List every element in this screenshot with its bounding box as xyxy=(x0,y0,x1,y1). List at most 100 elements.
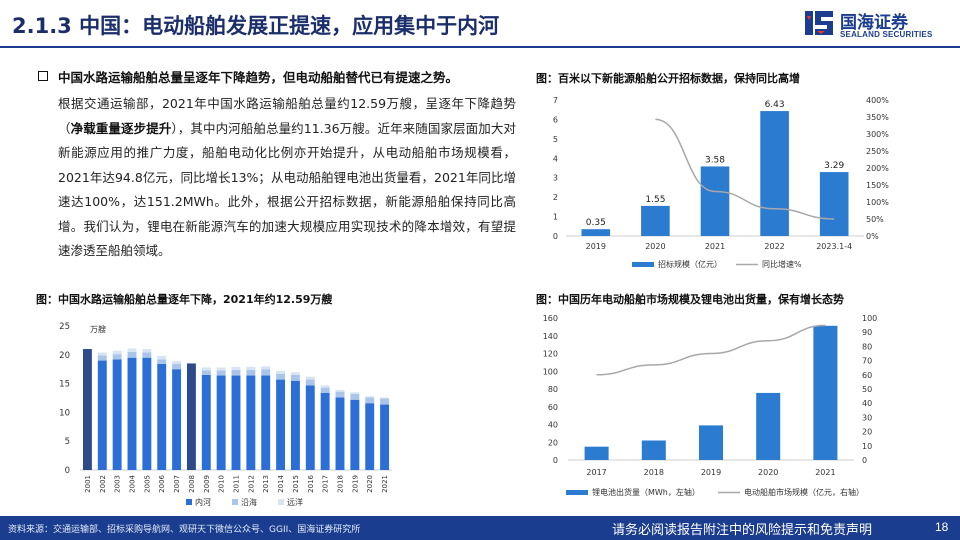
y-tick-label: 2 xyxy=(553,193,558,202)
x-tick-label: 2009 xyxy=(203,475,211,493)
logo-text-en: SEALAND SECURITIES xyxy=(840,30,933,39)
x-tick-label: 2020 xyxy=(366,475,374,493)
page-title: 2.1.3 中国：电动船舶发展正提速，应用集中于内河 xyxy=(12,14,500,38)
legend-label-bars: 锂电池出货量（MWh，左轴） xyxy=(592,487,700,497)
bar-segment xyxy=(127,351,137,358)
sealand-logo-icon xyxy=(805,11,833,35)
bar xyxy=(700,166,730,236)
bar-segment xyxy=(261,369,271,376)
bar-segment xyxy=(142,352,152,358)
bar xyxy=(641,205,670,236)
body-text-bold: 净载重量逐步提升 xyxy=(70,120,172,136)
x-tick-label: 2019 xyxy=(351,475,359,493)
bar-segment xyxy=(276,379,286,470)
market-size-line xyxy=(596,324,826,376)
y-tick-label: 25 xyxy=(59,322,70,332)
x-tick-label: 2020 xyxy=(758,468,778,477)
bar-segment xyxy=(320,385,330,388)
data-label: 3.58 xyxy=(705,155,725,165)
legend-swatch xyxy=(232,499,238,505)
page-number: 18 xyxy=(935,520,949,534)
x-tick-label: 2015 xyxy=(292,475,300,493)
bar xyxy=(584,446,609,460)
bar-segment xyxy=(97,360,107,470)
logo-text-cn: 国海证券 xyxy=(840,13,908,33)
y2-tick-label: 150% xyxy=(866,181,889,190)
y2-tick-label: 70 xyxy=(862,357,872,366)
data-label: 1.55 xyxy=(645,195,665,205)
data-label: 6.43 xyxy=(765,100,785,110)
y-tick-label: 0 xyxy=(553,456,558,465)
bar-segment xyxy=(305,379,315,386)
x-tick-label: 2018 xyxy=(337,475,345,493)
bar-segment xyxy=(82,349,92,470)
x-tick-label: 2021 xyxy=(705,242,725,251)
bar-segment xyxy=(201,374,211,470)
y2-tick-label: 30 xyxy=(862,413,872,422)
y-tick-label: 40 xyxy=(548,421,558,430)
y-tick-label: 4 xyxy=(553,154,558,163)
x-tick-label: 2021 xyxy=(381,475,389,493)
bar-segment xyxy=(157,355,167,360)
bar-segment xyxy=(157,364,167,470)
bar xyxy=(760,111,789,236)
y-tick-label: 0 xyxy=(553,232,558,241)
y2-tick-label: 250% xyxy=(866,147,889,156)
x-tick-label: 2001 xyxy=(84,475,92,493)
y2-tick-label: 100 xyxy=(862,314,877,323)
legend-label-line: 电动船舶市场规模（亿元，右轴） xyxy=(744,487,864,497)
unit-label: 万艘 xyxy=(90,324,106,334)
body-text-part1: 根据交通运输部，2021年中国水路运输船舶总量约12.59万艘，呈逐年下降趋势（ xyxy=(58,96,516,136)
y-tick-label: 120 xyxy=(543,350,558,359)
bar-segment xyxy=(231,375,241,470)
y-tick-label: 100 xyxy=(543,367,558,376)
company-logo: 国海证券 SEALAND SECURITIES xyxy=(804,6,954,44)
fig1-title: 图：百米以下新能源船舶公开招标数据，保持同比高增 xyxy=(536,72,800,85)
y2-tick-label: 40 xyxy=(862,399,872,408)
fig2-title: 图：中国水路运输船舶总量逐年下降，2021年约12.59万艘 xyxy=(36,293,333,306)
legend-swatch-bars xyxy=(632,262,654,267)
bar-segment xyxy=(142,349,152,353)
bar-segment xyxy=(290,380,300,470)
x-tick-label: 2010 xyxy=(218,475,226,493)
y-tick-label: 1 xyxy=(553,213,558,222)
x-tick-label: 2023.1-4 xyxy=(816,242,852,251)
y-tick-label: 0 xyxy=(65,466,70,476)
bar-segment xyxy=(246,369,256,376)
bar-segment xyxy=(186,363,196,470)
y-tick-label: 20 xyxy=(59,351,70,361)
bar-segment xyxy=(157,359,167,365)
y-tick-label: 15 xyxy=(59,380,70,390)
y2-tick-label: 100% xyxy=(866,198,889,207)
y-tick-label: 60 xyxy=(548,403,558,412)
data-label: 3.29 xyxy=(824,161,844,171)
bar-segment xyxy=(305,385,315,470)
bar-segment xyxy=(320,392,330,470)
bar-segment xyxy=(290,372,300,375)
bar-segment xyxy=(127,357,137,470)
y2-tick-label: 20 xyxy=(862,428,872,437)
legend-label-bars: 招标规模（亿元） xyxy=(658,259,722,269)
y2-tick-label: 10 xyxy=(862,442,872,451)
bar-segment xyxy=(350,393,360,400)
x-tick-label: 2003 xyxy=(114,475,122,493)
bar-segment xyxy=(365,397,375,404)
x-tick-label: 2017 xyxy=(586,468,606,477)
legend-label-line: 同比增速% xyxy=(762,259,802,269)
y2-tick-label: 80 xyxy=(862,342,872,351)
y-tick-label: 10 xyxy=(59,408,70,418)
bar xyxy=(698,425,724,460)
bar-segment xyxy=(201,367,211,371)
x-tick-label: 2011 xyxy=(233,475,241,493)
bar-segment xyxy=(320,387,330,393)
x-tick-label: 2012 xyxy=(247,475,255,493)
bar-segment xyxy=(335,389,345,392)
bar-segment xyxy=(246,366,256,370)
x-tick-label: 2014 xyxy=(277,474,285,492)
bar-segment xyxy=(112,354,122,360)
bar-segment xyxy=(380,404,390,470)
body-paragraph: 根据交通运输部，2021年中国水路运输船舶总量约12.59万艘，呈逐年下降趋势（… xyxy=(58,92,516,264)
bar-segment xyxy=(290,374,300,381)
bar-segment xyxy=(350,399,360,470)
y-tick-label: 20 xyxy=(548,438,558,447)
